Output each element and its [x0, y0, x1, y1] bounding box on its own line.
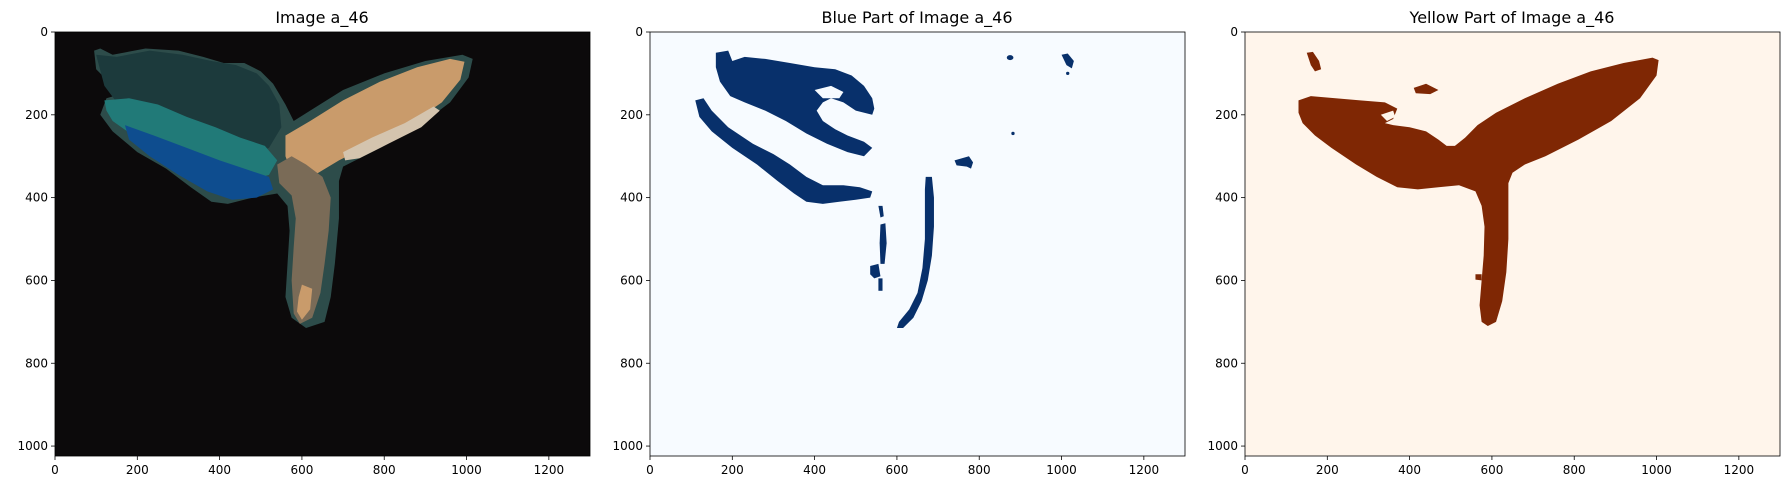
x-tick-label: 600	[885, 463, 908, 477]
mask-strip	[878, 278, 883, 291]
x-tick-label: 1000	[1046, 463, 1077, 477]
y-tick-label: 200	[620, 108, 643, 122]
panel-yellow-part: Yellow Part of Image a_46 0 200 400 600 800 1…	[1207, 8, 1781, 477]
x-axis: 0 200 400 600 800 1000 1200	[51, 456, 564, 477]
mask-blob	[715, 50, 875, 157]
panel-title: Blue Part of Image a_46	[821, 8, 1012, 28]
x-tick-label: 0	[51, 463, 59, 477]
shape-teal	[104, 98, 278, 182]
axes-frame	[54, 31, 591, 457]
x-tick-label: 600	[290, 463, 313, 477]
yellow-mask	[1298, 51, 1659, 326]
y-tick-label: 0	[1230, 25, 1238, 39]
y-tick-label: 600	[620, 273, 643, 287]
mask-dot	[1011, 131, 1015, 136]
y-tick-label: 0	[635, 25, 643, 39]
y-tick-label: 1000	[1207, 439, 1238, 453]
panel-blue-part: Blue Part of Image a_46	[612, 8, 1186, 477]
mask-arc	[695, 98, 873, 204]
y-tick-label: 800	[25, 356, 48, 370]
shape-tan	[285, 58, 465, 182]
y-axis: 0 200 400 600 800 1000	[17, 25, 55, 453]
x-tick-label: 800	[1563, 463, 1586, 477]
y-tick-label: 1000	[612, 439, 643, 453]
x-tick-label: 600	[1480, 463, 1503, 477]
x-tick-label: 400	[208, 463, 231, 477]
mask-strip	[879, 223, 887, 264]
mask-hole	[1380, 110, 1396, 122]
x-tick-label: 400	[1398, 463, 1421, 477]
y-tick-label: 200	[25, 108, 48, 122]
shape-dark-teal	[96, 50, 282, 157]
x-tick-label: 400	[803, 463, 826, 477]
mask-piece	[1061, 53, 1074, 69]
image-background	[650, 32, 1186, 456]
y-tick-label: 400	[25, 191, 48, 205]
panel-title: Image a_46	[275, 8, 368, 28]
y-tick-label: 600	[25, 273, 48, 287]
y-tick-label: 600	[1215, 273, 1238, 287]
x-tick-label: 200	[126, 463, 149, 477]
x-axis: 0 200 400 600 800 1000 1200	[646, 456, 1159, 477]
x-tick-label: 200	[1316, 463, 1339, 477]
mask-piece	[954, 156, 974, 169]
blue-mask	[695, 50, 1074, 329]
x-tick-label: 1200	[1129, 463, 1160, 477]
shape-blue	[124, 125, 274, 200]
x-tick-label: 1200	[534, 463, 565, 477]
y-axis: 0 200 400 600 800 1000	[1207, 25, 1245, 453]
y-axis: 0 200 400 600 800 1000	[612, 25, 650, 453]
y-tick-label: 400	[1215, 191, 1238, 205]
shape-olive	[277, 156, 331, 324]
mask-dot	[1066, 71, 1070, 76]
mask-body	[1298, 57, 1659, 326]
x-tick-label: 1200	[1724, 463, 1755, 477]
x-tick-label: 1000	[1641, 463, 1672, 477]
y-tick-label: 0	[40, 25, 48, 39]
mask-blob	[1475, 274, 1482, 281]
panel-title: Yellow Part of Image a_46	[1409, 8, 1615, 28]
mask-strip	[870, 263, 881, 279]
mask-blob	[1413, 83, 1439, 95]
mask-blob	[1306, 51, 1322, 72]
y-tick-label: 800	[620, 356, 643, 370]
shape-light-tan	[343, 106, 440, 161]
mask-strip	[878, 205, 884, 218]
mask-blob	[814, 85, 844, 99]
axes-frame	[1244, 31, 1781, 457]
x-tick-label: 1000	[451, 463, 482, 477]
y-tick-label: 200	[1215, 108, 1238, 122]
axes-frame	[649, 31, 1186, 457]
y-tick-label: 400	[620, 191, 643, 205]
x-tick-label: 800	[373, 463, 396, 477]
x-tick-label: 800	[968, 463, 991, 477]
y-tick-label: 800	[1215, 356, 1238, 370]
y-tick-label: 1000	[17, 439, 48, 453]
x-axis: 0 200 400 600 800 1000 1200	[1241, 456, 1754, 477]
mask-arc	[896, 176, 934, 329]
x-tick-label: 200	[721, 463, 744, 477]
mask-dot	[1006, 55, 1014, 61]
panel-original: Image a_46 0 200 400 600 800 1000 1200 0 200 400…	[17, 8, 591, 477]
shape-tan-tip	[296, 284, 313, 320]
x-tick-label: 0	[646, 463, 654, 477]
x-tick-label: 0	[1241, 463, 1249, 477]
image-background	[1245, 32, 1781, 456]
